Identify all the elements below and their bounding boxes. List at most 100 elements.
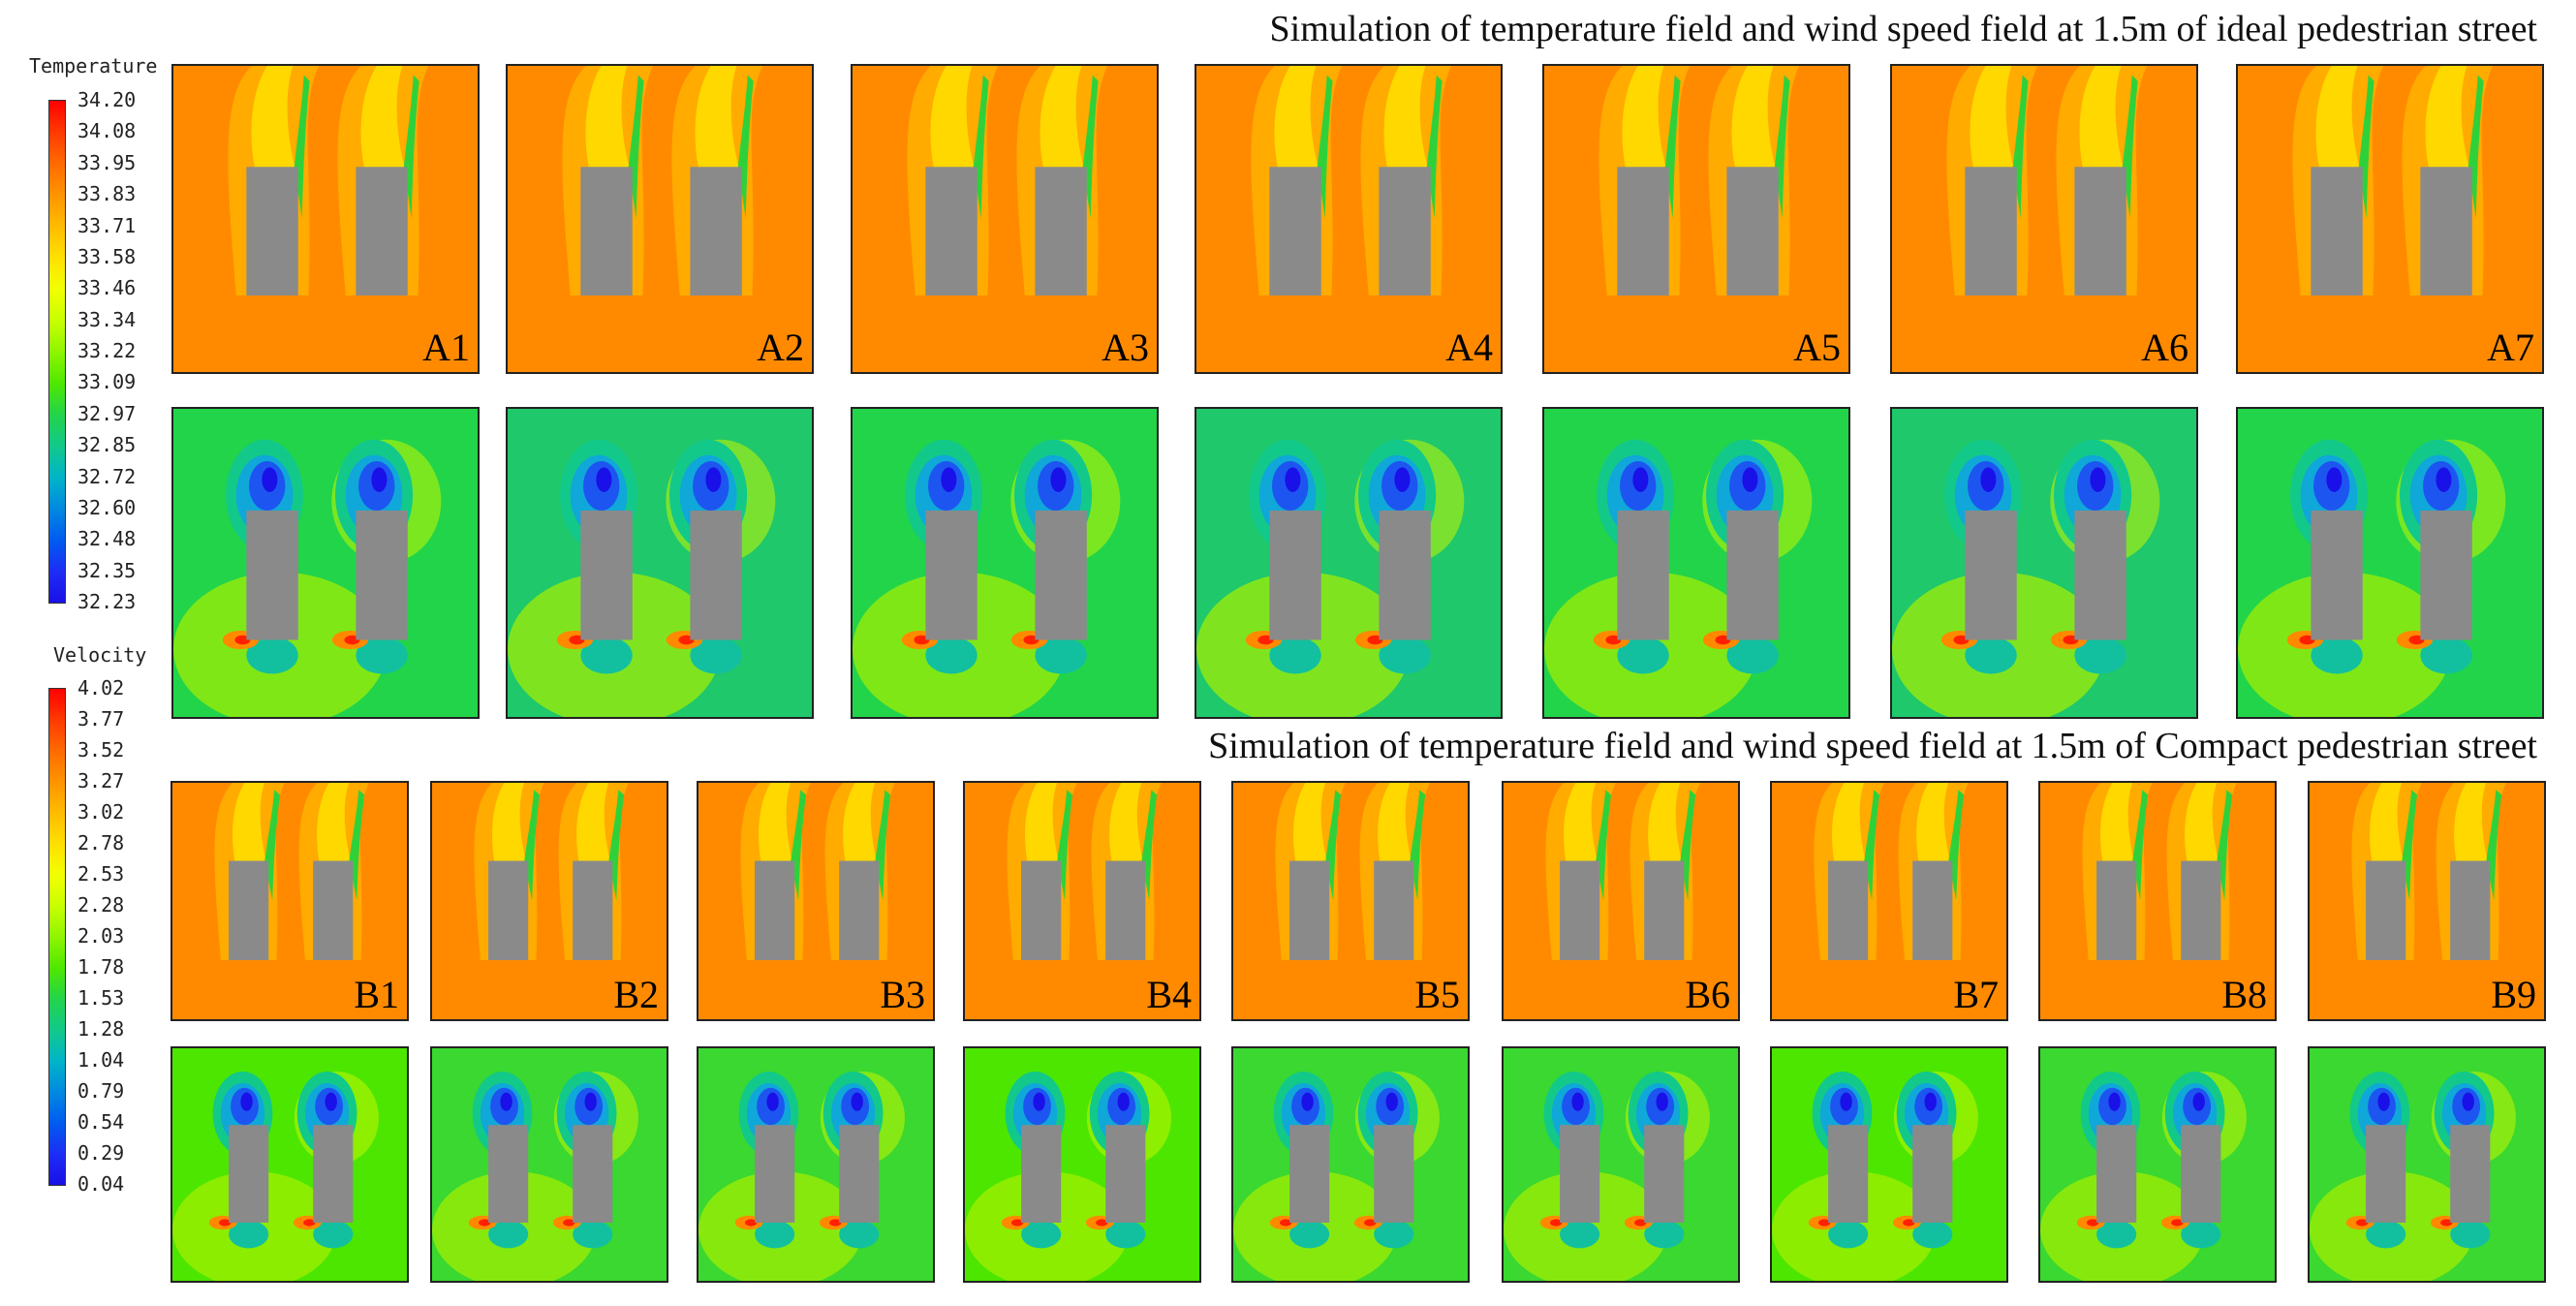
temperature-panel: A1 xyxy=(171,64,480,374)
temperature-contour-plot xyxy=(2040,783,2275,1019)
temperature-contour-plot xyxy=(1892,66,2196,372)
temperature-legend-tick-label: 33.34 xyxy=(78,307,137,331)
velocity-panel xyxy=(171,407,480,719)
velocity-legend-tick-label: 1.28 xyxy=(78,1017,125,1041)
velocity-legend-tick-label: 0.79 xyxy=(78,1079,125,1103)
temperature-panel: B8 xyxy=(2038,781,2277,1021)
velocity-contour-plot xyxy=(432,1048,667,1281)
velocity-contour-plot xyxy=(173,409,478,717)
panel-label: B7 xyxy=(1953,973,1999,1016)
temperature-contour-plot xyxy=(698,783,933,1019)
temperature-legend-tick-label: 33.71 xyxy=(78,213,137,237)
velocity-panel xyxy=(963,1046,1201,1283)
panel-label: B2 xyxy=(613,973,659,1016)
panel-label: B8 xyxy=(2221,973,2267,1016)
velocity-legend-tick-label: 2.53 xyxy=(78,862,125,886)
velocity-panel xyxy=(430,1046,668,1283)
temperature-legend-tick-label: 32.72 xyxy=(78,464,137,488)
velocity-legend-tick-label: 0.54 xyxy=(78,1110,125,1134)
temperature-panel: A7 xyxy=(2236,64,2544,374)
temperature-panel: A5 xyxy=(1542,64,1850,374)
velocity-panel xyxy=(2038,1046,2277,1283)
ideal-street-title: Simulation of temperature field and wind… xyxy=(1269,9,2537,49)
velocity-panel xyxy=(1231,1046,1470,1283)
velocity-panel xyxy=(2308,1046,2546,1283)
velocity-contour-plot xyxy=(1772,1048,2006,1281)
velocity-legend-tick-label: 3.77 xyxy=(78,707,125,731)
temperature-legend-tick-label: 33.95 xyxy=(78,150,137,174)
panel-label: B9 xyxy=(2491,973,2536,1016)
velocity-contour-plot xyxy=(1892,409,2196,717)
temperature-legend-tick-label: 32.85 xyxy=(78,433,137,457)
velocity-legend-tick-label: 3.52 xyxy=(78,738,125,762)
velocity-legend-tick-label: 3.27 xyxy=(78,769,125,793)
velocity-legend-tick-label: 2.28 xyxy=(78,893,125,917)
velocity-legend-tick-label: 0.04 xyxy=(78,1172,125,1196)
velocity-contour-plot xyxy=(1504,1048,1738,1281)
panel-label: B1 xyxy=(354,973,399,1016)
temperature-panel: B4 xyxy=(963,781,1201,1021)
temperature-panel: B7 xyxy=(1770,781,2008,1021)
temperature-contour-plot xyxy=(2310,783,2544,1019)
velocity-panel xyxy=(2236,407,2544,719)
panel-label: A5 xyxy=(1793,326,1841,369)
panel-label: A4 xyxy=(1445,326,1493,369)
temperature-panel: B1 xyxy=(171,781,409,1021)
temperature-contour-plot xyxy=(1772,783,2006,1019)
velocity-contour-plot xyxy=(172,1048,407,1281)
panel-label: A1 xyxy=(422,326,470,369)
panel-label: B5 xyxy=(1414,973,1460,1016)
velocity-contour-plot xyxy=(965,1048,1199,1281)
temperature-legend-tick-label: 34.20 xyxy=(78,88,137,111)
velocity-panel xyxy=(1502,1046,1740,1283)
temperature-panel: B9 xyxy=(2308,781,2546,1021)
temperature-panel: A3 xyxy=(851,64,1159,374)
temperature-legend-tick-label: 33.22 xyxy=(78,339,137,362)
velocity-contour-plot xyxy=(853,409,1157,717)
velocity-contour-plot xyxy=(2310,1048,2544,1281)
temperature-contour-plot xyxy=(1504,783,1738,1019)
panel-label: A6 xyxy=(2141,326,2188,369)
temperature-contour-plot xyxy=(172,783,407,1019)
temperature-panel: A4 xyxy=(1195,64,1503,374)
panel-label: A2 xyxy=(757,326,804,369)
velocity-contour-plot xyxy=(508,409,812,717)
temperature-legend-tick-label: 32.97 xyxy=(78,401,137,425)
temperature-legend-tick-label: 32.23 xyxy=(78,590,137,613)
temperature-legend-tick-label: 33.09 xyxy=(78,370,137,394)
velocity-panel xyxy=(851,407,1159,719)
velocity-panel xyxy=(1770,1046,2008,1283)
velocity-panel xyxy=(1542,407,1850,719)
velocity-panel xyxy=(506,407,814,719)
temperature-legend-tick-label: 33.46 xyxy=(78,276,137,300)
temperature-legend-tick-label: 32.35 xyxy=(78,558,137,582)
panel-label: B4 xyxy=(1146,973,1192,1016)
velocity-panel xyxy=(1195,407,1503,719)
temperature-contour-plot xyxy=(432,783,667,1019)
temperature-legend-tick-label: 32.60 xyxy=(78,495,137,519)
panel-label: B3 xyxy=(880,973,925,1016)
temperature-legend-tick-label: 34.08 xyxy=(78,119,137,143)
velocity-legend-tick-label: 2.03 xyxy=(78,924,125,948)
temperature-panel: B3 xyxy=(697,781,935,1021)
compact-street-title: Simulation of temperature field and wind… xyxy=(1208,726,2537,766)
velocity-contour-plot xyxy=(1233,1048,1468,1281)
temperature-legend-title: Temperature xyxy=(29,54,158,78)
panel-label: A7 xyxy=(2487,326,2534,369)
temperature-panel: B5 xyxy=(1231,781,1470,1021)
velocity-legend-tick-label: 0.29 xyxy=(78,1141,125,1165)
velocity-legend-tick-label: 1.78 xyxy=(78,955,125,979)
temperature-legend-tick-label: 33.83 xyxy=(78,182,137,206)
temperature-contour-plot xyxy=(1196,66,1501,372)
velocity-legend-tick-label: 3.02 xyxy=(78,800,125,824)
temperature-legend-tick-label: 33.58 xyxy=(78,244,137,268)
temperature-contour-plot xyxy=(173,66,478,372)
temperature-panel: A6 xyxy=(1890,64,2198,374)
panel-label: B6 xyxy=(1685,973,1730,1016)
temperature-contour-plot xyxy=(1544,66,1848,372)
velocity-legend-title: Velocity xyxy=(53,643,147,667)
temperature-contour-plot xyxy=(2238,66,2542,372)
velocity-legend-tick-label: 1.04 xyxy=(78,1048,125,1072)
temperature-panel: A2 xyxy=(506,64,814,374)
velocity-legend-tick-label: 2.78 xyxy=(78,831,125,855)
